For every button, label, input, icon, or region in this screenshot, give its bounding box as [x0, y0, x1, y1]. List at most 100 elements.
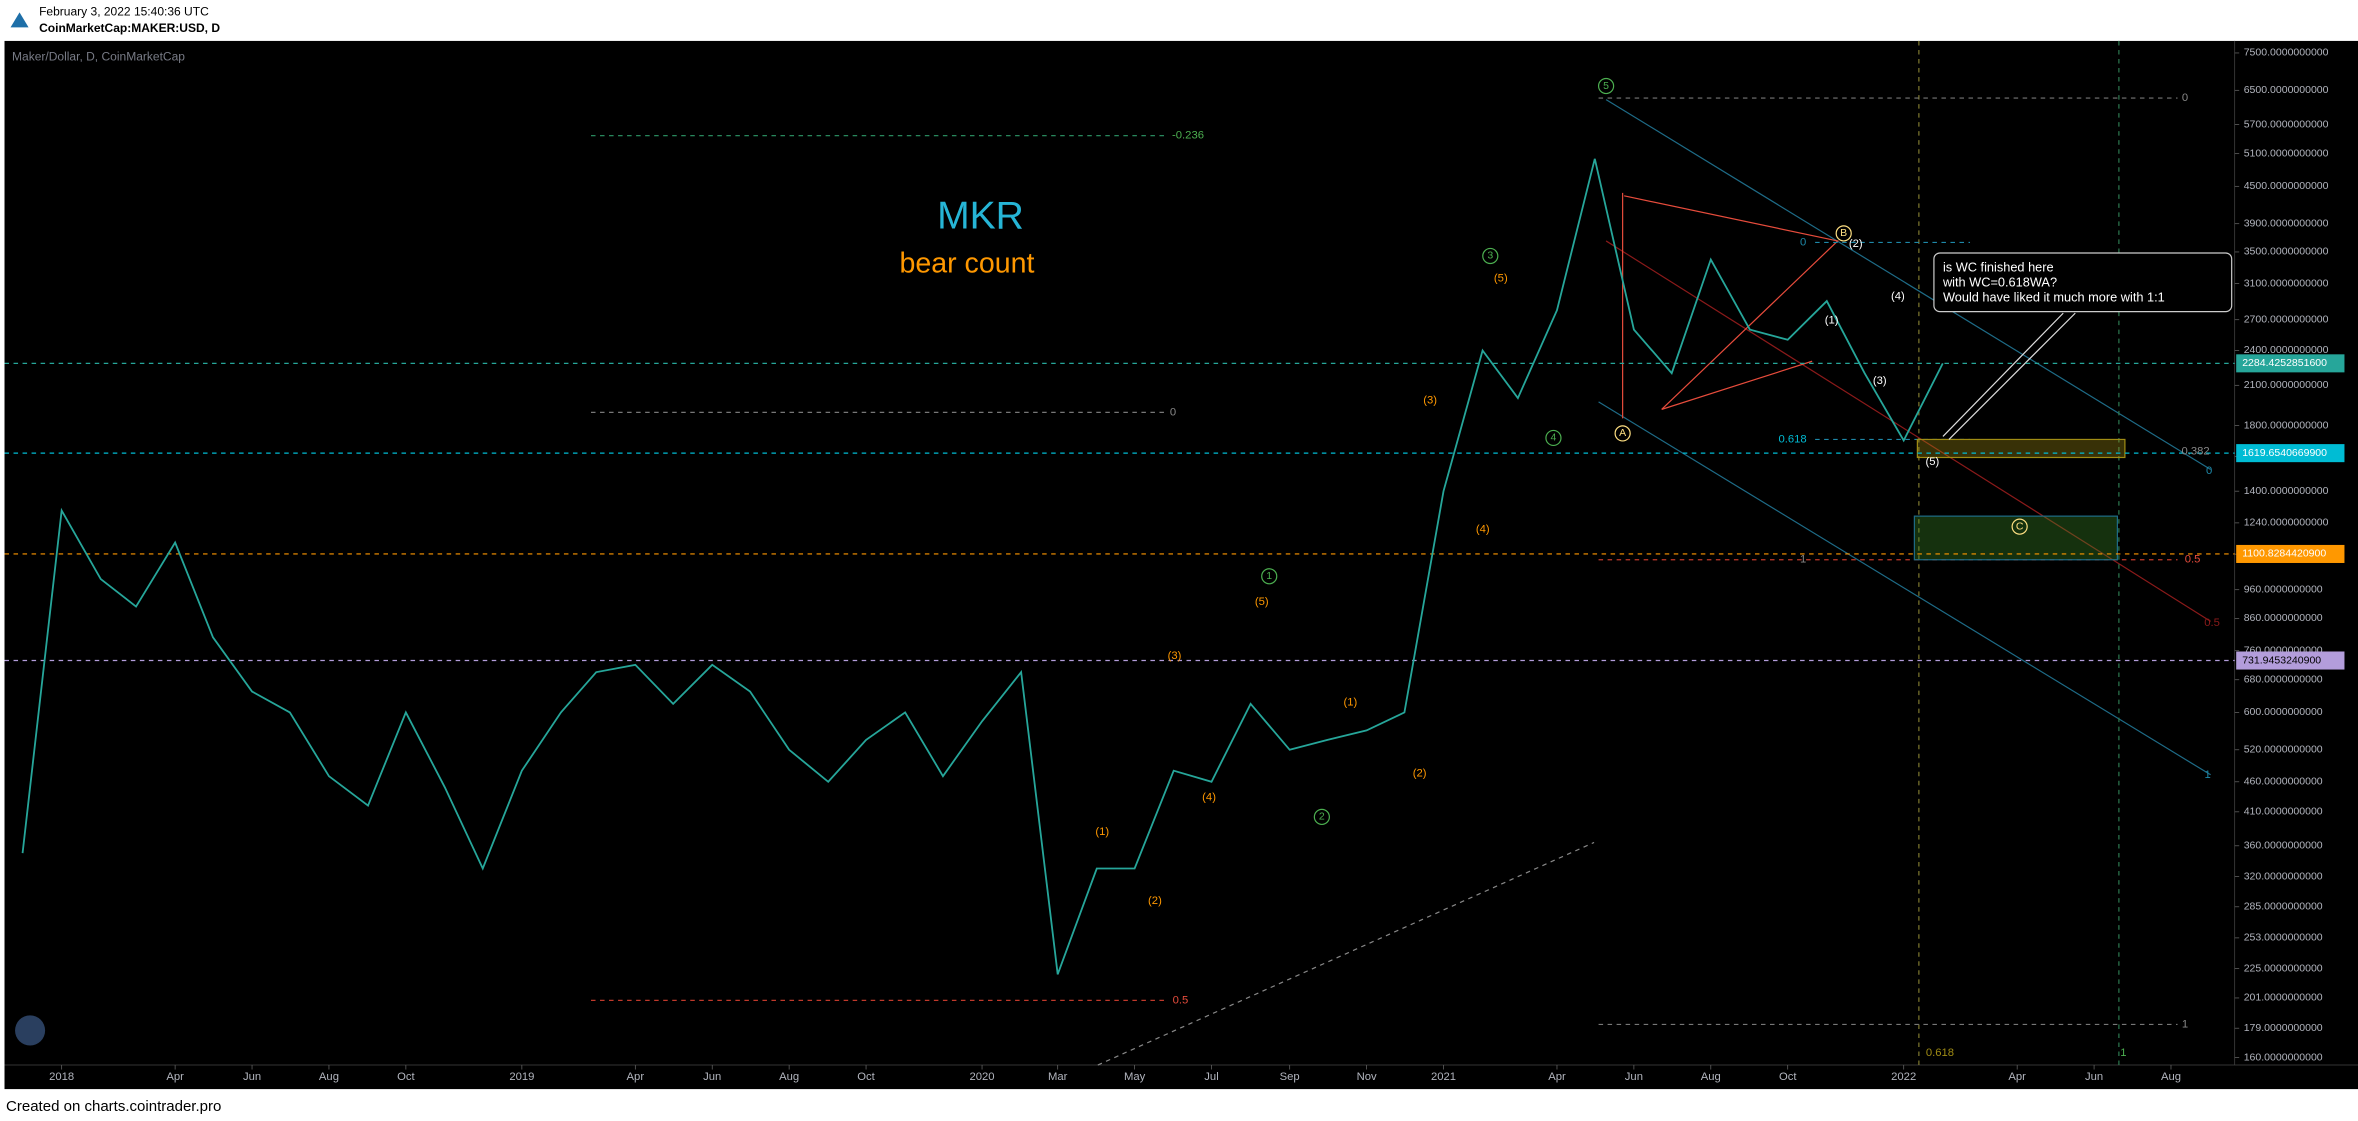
fib-label: 1	[2182, 1018, 2188, 1030]
x-tick-label: Oct	[1779, 1071, 1797, 1083]
y-tick-label: 3900.0000000000	[2244, 217, 2329, 229]
wave-circle	[1597, 77, 1615, 95]
y-tick-label: 2700.0000000000	[2244, 313, 2329, 325]
y-tick-label: 6500.0000000000	[2244, 84, 2329, 96]
channel-line	[1605, 99, 2211, 471]
x-tick-label: Nov	[1357, 1071, 1377, 1083]
x-tick-label: 2022	[1891, 1071, 1916, 1083]
y-tick-label: 2400.0000000000	[2244, 344, 2329, 356]
x-tick-label: 2019	[509, 1071, 534, 1083]
x-tick-label: Apr	[1548, 1071, 1566, 1083]
price-label-box	[2236, 544, 2345, 563]
y-tick-label: 225.0000000000	[2244, 962, 2323, 974]
y-tick-label: 5100.0000000000	[2244, 147, 2329, 159]
callout-line	[1942, 312, 2064, 437]
wave-label: (1)	[1344, 697, 1358, 709]
wave-circle	[1614, 425, 1631, 442]
fib-label: 0.5	[1173, 994, 1189, 1006]
y-tick-label: 410.0000000000	[2244, 806, 2323, 818]
fib-label: 1	[2120, 1047, 2126, 1059]
y-tick-label: 1240.0000000000	[2244, 517, 2329, 529]
x-tick-label: Sep	[1280, 1071, 1300, 1083]
x-tick-label: Oct	[857, 1071, 875, 1083]
wave-label: (5)	[1494, 273, 1508, 285]
x-tick-label: Apr	[627, 1071, 645, 1083]
y-tick-label: 3100.0000000000	[2244, 277, 2329, 289]
logo	[10, 12, 29, 28]
y-tick-label: 285.0000000000	[2244, 901, 2323, 913]
x-tick-label: 2021	[1431, 1071, 1456, 1083]
y-tick-label: 2100.0000000000	[2244, 379, 2329, 391]
fib-label: 0	[2182, 92, 2188, 104]
note-text: Would have liked it much more with 1:1	[1943, 289, 2165, 304]
wave-label: (4)	[1476, 524, 1490, 536]
wave-label: A	[1619, 427, 1626, 439]
fib-label: 0.5	[2185, 554, 2201, 566]
fib-label: -0.236	[1172, 130, 1204, 142]
fib-label: 0.618	[1926, 1047, 1954, 1059]
target-box	[1916, 438, 2126, 459]
wave-label: (4)	[1202, 791, 1216, 803]
wave-label: (1)	[1825, 315, 1839, 327]
wave-label: (3)	[1423, 394, 1437, 406]
fib-label: 0.382	[2181, 445, 2209, 457]
header-date: February 3, 2022 15:40:36 UTC	[39, 5, 209, 19]
wave-label: (4)	[1891, 291, 1905, 303]
x-tick-label: 2020	[970, 1071, 995, 1083]
x-tick-label: Aug	[319, 1071, 339, 1083]
fib-label: 0.5	[2204, 617, 2220, 629]
x-tick-label: Aug	[2161, 1071, 2181, 1083]
x-tick-label: Aug	[779, 1071, 799, 1083]
x-tick-label: Aug	[1701, 1071, 1721, 1083]
y-tick-label: 600.0000000000	[2244, 706, 2323, 718]
wave-label: (3)	[1168, 650, 1182, 662]
wave-label: (1)	[1095, 826, 1109, 838]
wave-label: 4	[1551, 432, 1557, 444]
y-tick-label: 360.0000000000	[2244, 840, 2323, 852]
wave-circle	[1835, 225, 1852, 242]
wave-label: (2)	[1849, 238, 1863, 250]
note-text: with WC=0.618WA?	[1942, 274, 2057, 289]
price-label: 2284.4252851600	[2242, 357, 2327, 369]
chart-title: MKR	[937, 195, 1024, 238]
y-tick-label: 201.0000000000	[2244, 992, 2323, 1004]
wave-label: (5)	[1255, 596, 1269, 608]
x-tick-label: Jun	[2085, 1071, 2103, 1083]
y-tick-label: 860.0000000000	[2244, 612, 2323, 624]
note-text: is WC finished here	[1943, 259, 2054, 274]
y-tick-label: 460.0000000000	[2244, 776, 2323, 788]
x-tick-label: Apr	[166, 1071, 184, 1083]
wave-label: (2)	[1148, 895, 1162, 907]
trend-line	[1097, 841, 1595, 1066]
channel-line	[1598, 401, 2211, 776]
x-tick-label: Jun	[243, 1071, 261, 1083]
wave-circle	[1261, 568, 1278, 585]
y-tick-label: 680.0000000000	[2244, 674, 2323, 686]
price-line-series	[21, 158, 1944, 975]
y-tick-label: 253.0000000000	[2244, 932, 2323, 944]
wave-label: 3	[1487, 250, 1493, 262]
x-tick-label: May	[1124, 1071, 1146, 1083]
fib-label: 0	[1800, 236, 1806, 248]
y-tick-label: 520.0000000000	[2244, 744, 2323, 756]
x-tick-label: Apr	[2008, 1071, 2026, 1083]
y-tick-label: 160.0000000000	[2244, 1051, 2323, 1063]
triangle	[1624, 195, 1839, 410]
fib-label: 0	[1170, 406, 1176, 418]
x-tick-label: Jun	[703, 1071, 721, 1083]
y-tick-label: 7500.0000000000	[2244, 47, 2329, 59]
y-tick-label: 1800.0000000000	[2244, 419, 2329, 431]
price-label: 1619.6540669900	[2242, 447, 2327, 459]
y-tick-label: 320.0000000000	[2244, 870, 2323, 882]
y-tick-label: 5700.0000000000	[2244, 118, 2329, 130]
price-label-box	[2236, 354, 2345, 373]
wave-circle	[1482, 247, 1499, 265]
footer: Created on charts.cointrader.pro	[6, 1098, 221, 1115]
wave-label: 2	[1319, 811, 1325, 823]
fib-label: 1	[2204, 769, 2210, 781]
price-label: 731.9453240900	[2242, 654, 2321, 666]
x-tick-label: Mar	[1048, 1071, 1068, 1083]
wave-circle	[1545, 429, 1562, 447]
wave-label: 5	[1603, 80, 1609, 92]
